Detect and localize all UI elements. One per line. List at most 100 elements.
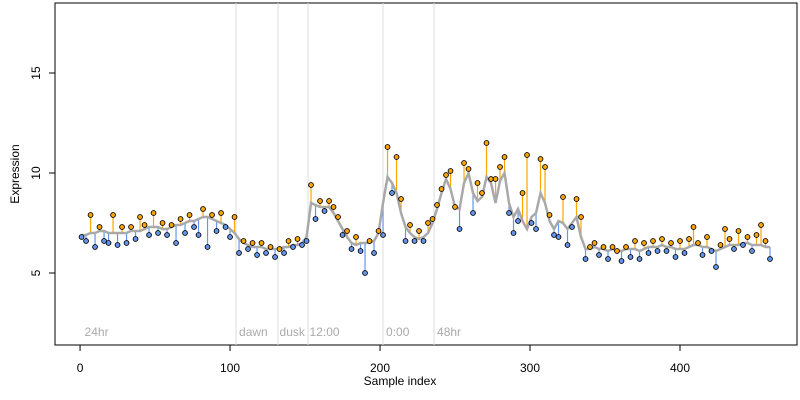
point (479, 190, 485, 196)
point (119, 224, 125, 230)
point (141, 222, 148, 228)
point (600, 244, 607, 250)
point (713, 264, 719, 270)
point (519, 190, 526, 196)
point (123, 240, 130, 246)
y-tick-label: 10 (29, 166, 43, 180)
point (384, 144, 391, 150)
point (92, 244, 98, 250)
point (164, 232, 170, 238)
point (618, 258, 625, 264)
x-tick-label: 200 (370, 361, 390, 375)
point (470, 210, 476, 216)
point (344, 228, 350, 234)
point (78, 234, 85, 240)
annotation: 0:00 (386, 325, 410, 339)
point (587, 244, 593, 250)
point (204, 244, 211, 250)
point (501, 154, 508, 160)
point (596, 252, 602, 258)
point (290, 244, 296, 250)
annotation: dusk (280, 325, 306, 339)
point (146, 232, 152, 238)
point (326, 198, 332, 204)
point (690, 224, 697, 230)
point (465, 166, 472, 172)
point (528, 220, 535, 226)
point (555, 234, 562, 240)
point (83, 238, 89, 244)
point (506, 210, 512, 216)
point (695, 240, 701, 246)
point (609, 244, 616, 250)
point (677, 238, 683, 244)
point (641, 240, 647, 246)
point (443, 172, 449, 178)
point (452, 204, 458, 210)
point (357, 248, 364, 254)
point (245, 246, 251, 252)
point (753, 232, 760, 238)
point (317, 198, 323, 204)
point (159, 220, 166, 226)
point (375, 228, 382, 234)
point (371, 250, 377, 256)
point (456, 226, 463, 232)
point (672, 254, 679, 260)
point (402, 238, 409, 244)
point (128, 224, 134, 230)
point (758, 222, 764, 228)
point (339, 232, 346, 238)
point (366, 238, 373, 244)
point (573, 196, 580, 202)
annotation: dawn (239, 325, 268, 339)
point (722, 226, 728, 232)
point (407, 222, 413, 228)
point (762, 238, 769, 244)
point (474, 180, 481, 186)
point (87, 212, 94, 218)
point (321, 208, 328, 214)
point (740, 242, 746, 248)
point (636, 256, 643, 262)
point (510, 230, 517, 236)
point (411, 238, 418, 244)
point (398, 196, 404, 202)
point (294, 236, 301, 242)
point (542, 164, 548, 170)
x-tick-label: 300 (520, 361, 540, 375)
point (380, 232, 386, 238)
x-tick-label: 400 (670, 361, 690, 375)
point (717, 242, 724, 248)
x-tick-label: 100 (220, 361, 240, 375)
point (681, 250, 688, 256)
point (614, 248, 620, 254)
point (263, 250, 269, 256)
point (362, 270, 368, 276)
point (272, 254, 278, 260)
point (150, 210, 157, 216)
point (96, 224, 103, 230)
annotation: 12:00 (310, 325, 340, 339)
point (195, 232, 202, 238)
point (420, 238, 427, 244)
point (348, 246, 355, 252)
point (438, 186, 445, 192)
point (213, 228, 220, 234)
x-tick-label: 0 (77, 361, 84, 375)
point (497, 164, 503, 170)
point (393, 154, 400, 160)
point (686, 236, 692, 242)
point (627, 254, 634, 260)
point (569, 224, 575, 230)
point (299, 242, 305, 248)
point (105, 240, 112, 246)
point (389, 190, 395, 196)
point (578, 214, 584, 220)
point (704, 234, 710, 240)
point (483, 140, 490, 146)
point (515, 218, 521, 224)
point (623, 244, 629, 250)
point (416, 228, 422, 234)
